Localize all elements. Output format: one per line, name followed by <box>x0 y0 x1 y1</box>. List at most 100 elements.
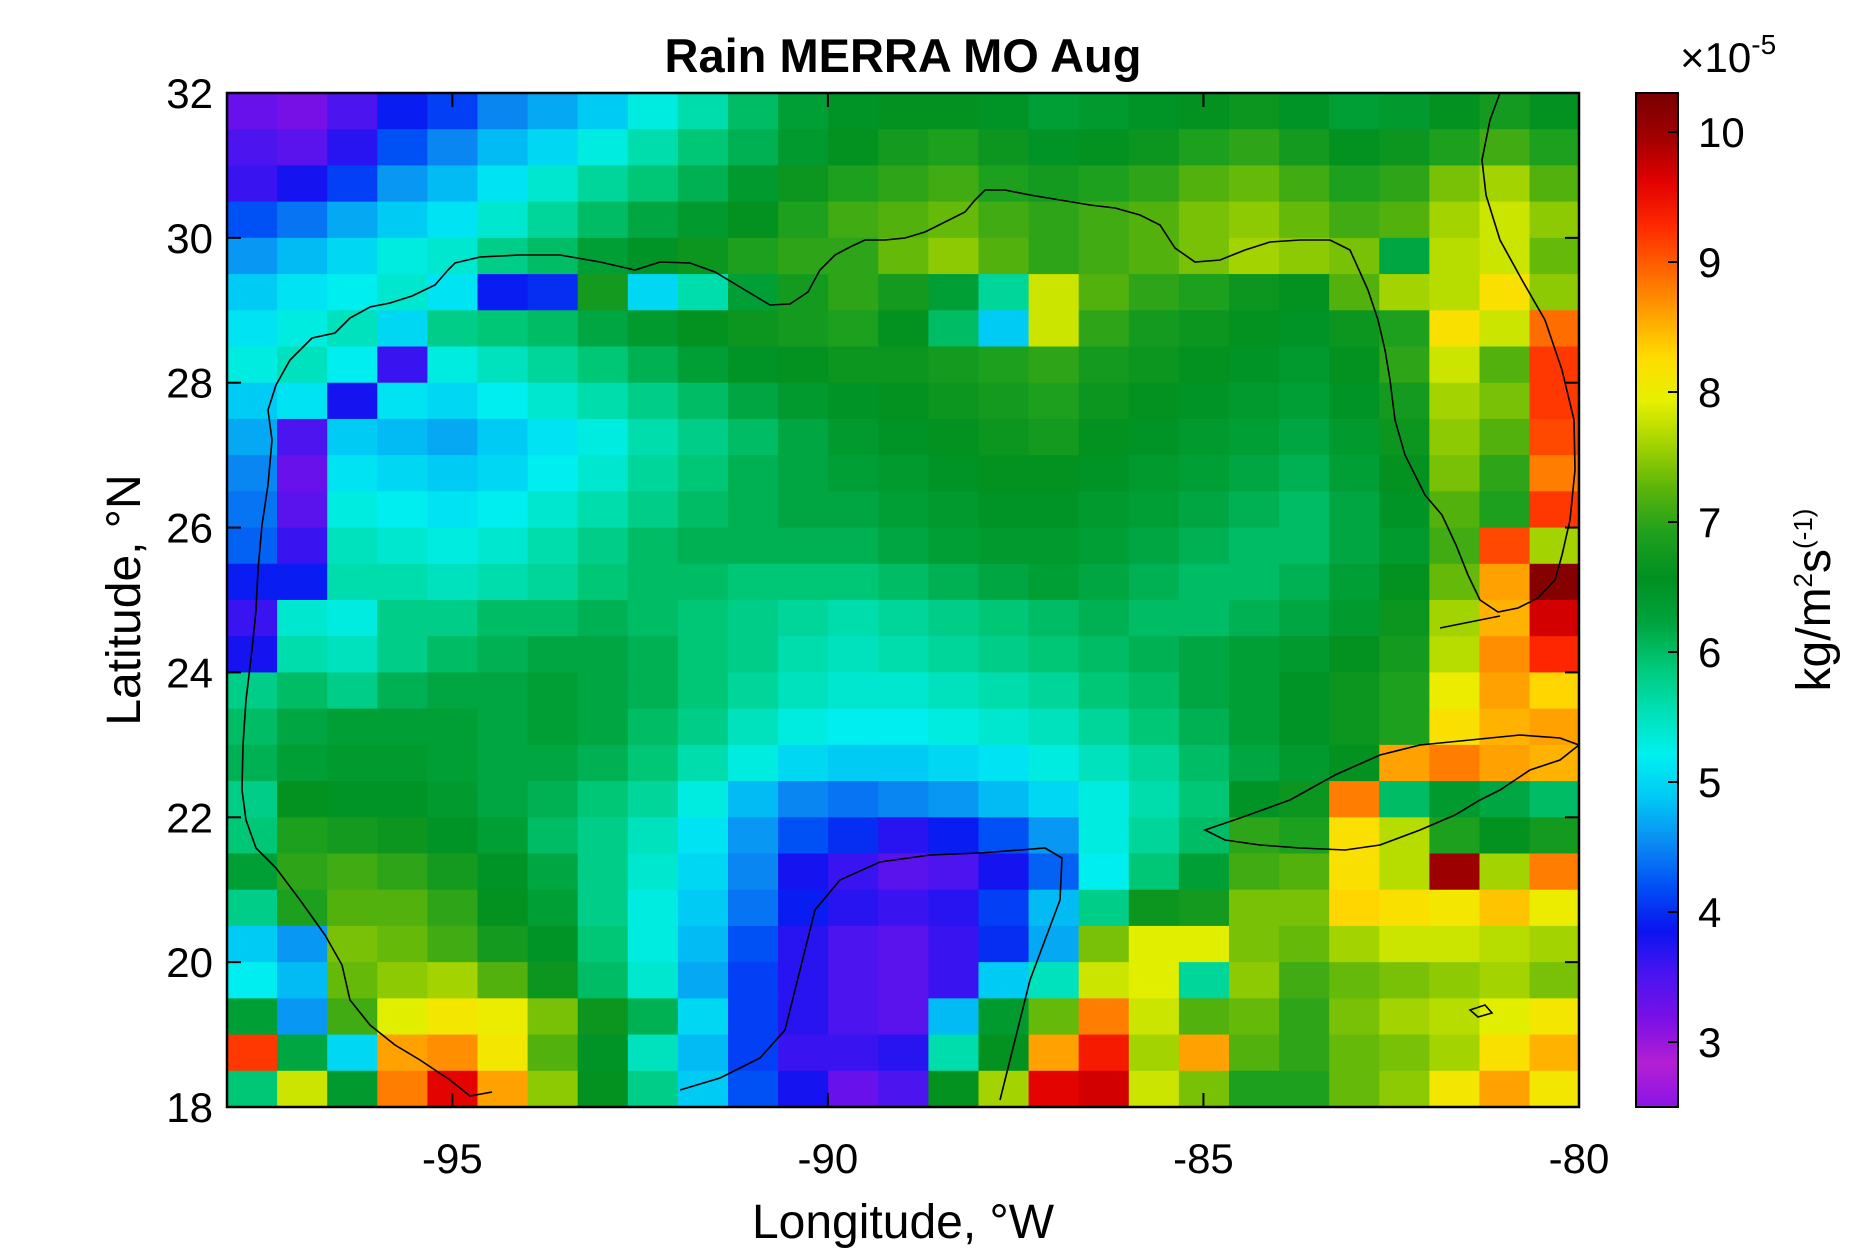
heatmap-cell <box>878 527 929 565</box>
heatmap-cell <box>1580 310 1631 347</box>
heatmap-cell <box>477 1070 529 1107</box>
heatmap-cell <box>928 165 980 203</box>
colorbar-tick-label: 10 <box>1698 109 1745 156</box>
heatmap-cell <box>277 925 328 963</box>
heatmap-cell <box>1329 201 1380 239</box>
heatmap-cell <box>277 1034 328 1072</box>
heatmap-cell <box>627 925 679 963</box>
heatmap-cell <box>1580 347 1631 384</box>
heatmap-cell <box>627 889 679 927</box>
heatmap-cell <box>1580 854 1631 891</box>
heatmap-cell <box>727 744 779 782</box>
heatmap-cell <box>277 491 328 529</box>
heatmap-cell <box>477 708 529 746</box>
heatmap-cell <box>277 998 328 1036</box>
heatmap-cell <box>377 708 428 746</box>
heatmap-cell <box>1530 1179 1581 1216</box>
heatmap-cell <box>1429 636 1481 674</box>
heatmap-cell <box>677 563 729 601</box>
heatmap-cell <box>377 853 428 891</box>
heatmap-cell <box>878 418 929 456</box>
heatmap-cell <box>377 165 428 203</box>
heatmap-cell <box>677 455 729 492</box>
heatmap-cell <box>1078 491 1130 529</box>
heatmap-cell <box>828 744 879 782</box>
heatmap-cell <box>377 1179 428 1216</box>
heatmap-cell <box>577 600 629 637</box>
heatmap-cell <box>1329 889 1380 927</box>
y-tick-label: 20 <box>166 939 213 986</box>
heatmap-cell <box>1028 382 1080 420</box>
heatmap-cell <box>627 165 679 203</box>
heatmap-cell <box>477 1143 528 1180</box>
heatmap-cell <box>778 817 829 855</box>
heatmap-cell <box>1178 201 1230 239</box>
heatmap-cell <box>828 455 879 492</box>
heatmap-cell <box>1580 165 1631 202</box>
heatmap-cell <box>1078 563 1130 601</box>
heatmap-cell <box>1529 853 1579 891</box>
heatmap-cell <box>1028 237 1080 275</box>
heatmap-cell <box>878 636 929 674</box>
heatmap-cell <box>978 1143 1029 1180</box>
heatmap-cell <box>1479 129 1531 167</box>
heatmap-cell <box>527 93 579 130</box>
heatmap-cell <box>1379 274 1430 311</box>
heatmap-cell <box>828 1034 879 1072</box>
heatmap-cell <box>1128 346 1180 384</box>
heatmap-cell <box>327 962 378 999</box>
heatmap-cell <box>1630 1107 1681 1144</box>
heatmap-cell <box>727 781 779 818</box>
heatmap-cell <box>527 962 579 999</box>
heatmap-cell <box>1529 817 1579 855</box>
heatmap-cell <box>377 129 428 167</box>
heatmap-cell <box>1078 455 1130 492</box>
heatmap-cell <box>1279 781 1330 818</box>
heatmap-cell <box>527 636 579 674</box>
heatmap-cell <box>1279 744 1330 782</box>
heatmap-cell <box>578 1143 629 1180</box>
heatmap-cell <box>1279 527 1330 565</box>
heatmap-cell <box>778 274 829 311</box>
x-tick-label: -95 <box>422 1135 483 1182</box>
heatmap-cell <box>477 781 529 818</box>
heatmap-cell <box>1329 165 1380 203</box>
heatmap-cell <box>1329 418 1380 456</box>
heatmap-cell <box>1028 1034 1080 1072</box>
heatmap-cell <box>878 165 929 203</box>
heatmap-cell <box>1228 853 1280 891</box>
heatmap-cell <box>477 418 529 456</box>
heatmap-cell <box>227 93 278 130</box>
y-axis-ticks: 18 20 22 24 26 28 30 32 <box>166 70 1579 1131</box>
heatmap-cell <box>277 237 328 275</box>
heatmap-cell <box>1479 1107 1530 1144</box>
heatmap-cell <box>778 491 829 529</box>
heatmap-cell <box>327 1143 378 1180</box>
plot-frame <box>225 91 1581 1109</box>
heatmap-cell <box>277 310 328 348</box>
heatmap-cell <box>427 672 479 710</box>
heatmap-cell <box>427 744 479 782</box>
heatmap-cell <box>577 817 629 855</box>
heatmap-cell <box>978 708 1030 746</box>
heatmap-cell <box>677 274 729 311</box>
heatmap-cell <box>778 600 829 637</box>
heatmap-cell <box>1479 382 1531 420</box>
heatmap-cell <box>1228 563 1280 601</box>
heatmap-cell <box>227 1143 278 1180</box>
heatmap-cell <box>778 129 829 167</box>
heatmap-cell <box>627 962 679 999</box>
heatmap-cell <box>677 237 729 275</box>
heatmap-cell <box>1028 672 1080 710</box>
heatmap-cell <box>1329 1143 1380 1180</box>
heatmap-cell <box>1329 527 1380 565</box>
heatmap-cell <box>1329 1107 1380 1144</box>
heatmap-cell <box>527 600 579 637</box>
heatmap-cell <box>1379 382 1430 420</box>
heatmap-cell <box>627 1070 679 1107</box>
heatmap-cell <box>1078 237 1130 275</box>
heatmap-cell <box>327 491 378 529</box>
heatmap-cell <box>1279 201 1330 239</box>
heatmap-cell <box>1128 1034 1180 1072</box>
heatmap-cell <box>1479 455 1531 492</box>
